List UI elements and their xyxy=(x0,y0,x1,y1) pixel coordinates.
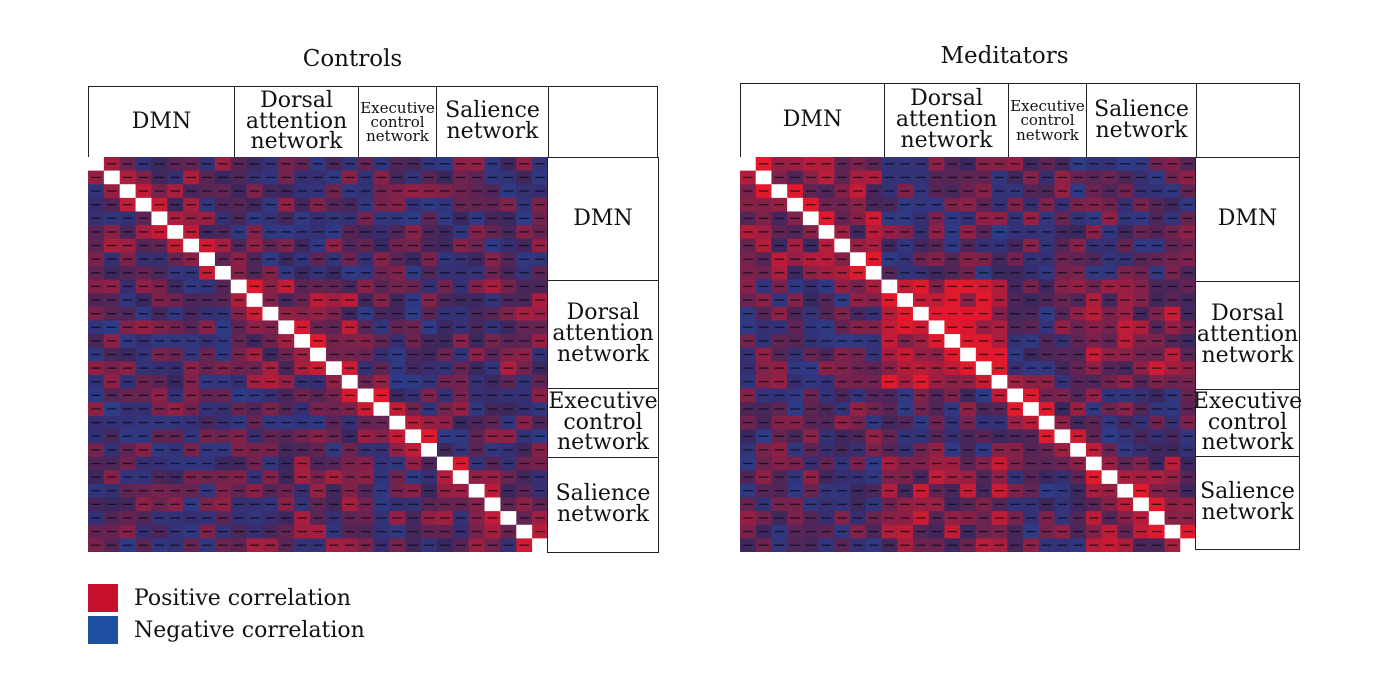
legend-positive-swatch xyxy=(88,584,118,612)
meditators-side-executive-label: Executive control network xyxy=(1192,388,1303,457)
meditators-heatmap-cell xyxy=(1117,483,1134,499)
controls-side-dmn-label: DMN xyxy=(548,158,658,281)
meditators-heatmap-cell xyxy=(1148,511,1166,526)
controls-heatmap-cell xyxy=(532,538,548,552)
controls-heatmap-cell xyxy=(262,306,279,322)
meditators-side-salience-label: Salience network xyxy=(1200,479,1295,525)
controls-top-dmn-label: DMN xyxy=(89,87,235,157)
controls-heatmap-cell xyxy=(88,157,105,172)
controls-heatmap-cell xyxy=(373,402,390,417)
controls-heatmap-cell xyxy=(199,252,216,267)
meditators-heatmap-cell xyxy=(1023,402,1040,417)
controls-side-dorsal-label: Dorsal attention network xyxy=(548,281,658,389)
meditators-top-executive-label: Executive control network xyxy=(1009,84,1087,157)
meditators-heatmap-cell xyxy=(802,211,820,226)
controls-heatmap-cell xyxy=(135,197,153,213)
meditators-heatmap-cell xyxy=(1180,538,1196,552)
meditators-heatmap-cell xyxy=(787,197,804,213)
legend: Positive correlation Negative correlatio… xyxy=(88,582,365,646)
meditators-heatmap-cell xyxy=(991,374,1008,390)
meditators-top-blank xyxy=(1197,84,1299,157)
meditators-heatmap-cell xyxy=(1070,443,1087,458)
controls-heatmap-cell xyxy=(516,524,533,539)
controls-heatmap-cell xyxy=(325,361,343,376)
controls-top-salience-label: Salience network xyxy=(437,87,549,157)
controls-title: Controls xyxy=(302,46,403,72)
controls-heatmap-cell xyxy=(341,374,359,390)
controls-heatmap-cell xyxy=(500,511,517,526)
controls-heatmap-cell xyxy=(310,347,327,362)
meditators-side-dorsal-label: Dorsal attention network xyxy=(1196,282,1299,390)
meditators-heatmap-cell xyxy=(928,320,946,335)
meditators-heatmap-cell xyxy=(1038,415,1056,431)
controls-heatmap-cell xyxy=(246,293,264,308)
controls-heatmap-cell xyxy=(357,388,375,403)
meditators-heatmap-cell xyxy=(1085,456,1103,471)
controls-heatmap-cell xyxy=(452,470,470,485)
meditators-heatmap-cell xyxy=(881,279,898,294)
legend-negative-swatch xyxy=(88,616,118,644)
legend-positive: Positive correlation xyxy=(88,582,365,614)
meditators-heatmap-cell xyxy=(850,252,867,267)
controls-heatmap-cell xyxy=(230,279,248,294)
controls-heatmap-cell xyxy=(183,238,200,253)
controls-heatmap-cell xyxy=(119,184,137,199)
controls-heatmap-cell xyxy=(214,265,232,281)
meditators-heatmap-cell xyxy=(818,225,835,240)
controls-top-header: DMN Dorsal attention network Executive c… xyxy=(88,86,658,158)
controls-side-header: DMN Dorsal attention network Executive c… xyxy=(547,157,659,553)
controls-heatmap-cell xyxy=(468,483,486,499)
controls-side-executive-label: Executive control network xyxy=(548,389,658,458)
controls-heatmap-cell xyxy=(421,443,438,458)
controls-heatmap xyxy=(88,157,548,552)
meditators-heatmap-cell xyxy=(1164,524,1181,539)
meditators-heatmap-cell xyxy=(771,184,788,199)
meditators-heatmap-cell xyxy=(755,170,773,185)
meditators-heatmap xyxy=(740,157,1196,552)
meditators-heatmap-cell xyxy=(740,157,757,172)
meditators-heatmap-cell xyxy=(975,361,993,376)
legend-negative-label: Negative correlation xyxy=(134,617,365,643)
controls-heatmap-cell xyxy=(436,456,454,471)
meditators-heatmap-cell xyxy=(1133,497,1150,512)
meditators-top-header: DMN Dorsal attention network Executive c… xyxy=(740,83,1300,158)
controls-side-salience-label: Salience network xyxy=(555,481,651,527)
controls-heatmap-cell xyxy=(167,225,184,240)
controls-heatmap-cell xyxy=(278,320,295,335)
meditators-heatmap-cell xyxy=(944,334,961,349)
controls-top-dorsal-label: Dorsal attention network xyxy=(235,87,359,157)
meditators-side-header: DMN Dorsal attention network Executive c… xyxy=(1192,157,1303,550)
meditators-title: Meditators xyxy=(940,43,1069,69)
legend-negative: Negative correlation xyxy=(88,614,365,646)
meditators-top-dmn-label: DMN xyxy=(741,84,885,157)
meditators-side-dmn-label: DMN xyxy=(1196,158,1299,282)
controls-heatmap-cell xyxy=(103,170,121,185)
controls-heatmap-cell xyxy=(389,415,406,431)
meditators-heatmap-cell xyxy=(1101,470,1118,485)
meditators-heatmap-cell xyxy=(960,347,977,362)
meditators-top-salience-label: Salience network xyxy=(1087,84,1197,157)
meditators-heatmap-cell xyxy=(912,306,930,322)
controls-top-executive-label: Executive control network xyxy=(359,87,437,157)
meditators-heatmap-cell xyxy=(1054,429,1071,444)
meditators-heatmap-cell xyxy=(897,293,914,308)
controls-top-blank xyxy=(549,87,657,157)
meditators-heatmap-cell xyxy=(834,238,851,253)
meditators-heatmap-cell xyxy=(1007,388,1024,403)
controls-heatmap-cell xyxy=(151,211,168,226)
meditators-top-dorsal-label: Dorsal attention network xyxy=(885,84,1009,157)
meditators-heatmap-cell xyxy=(865,265,883,281)
controls-heatmap-cell xyxy=(294,334,311,349)
legend-positive-label: Positive correlation xyxy=(134,585,351,611)
controls-heatmap-cell xyxy=(405,429,422,444)
controls-heatmap-cell xyxy=(484,497,502,512)
